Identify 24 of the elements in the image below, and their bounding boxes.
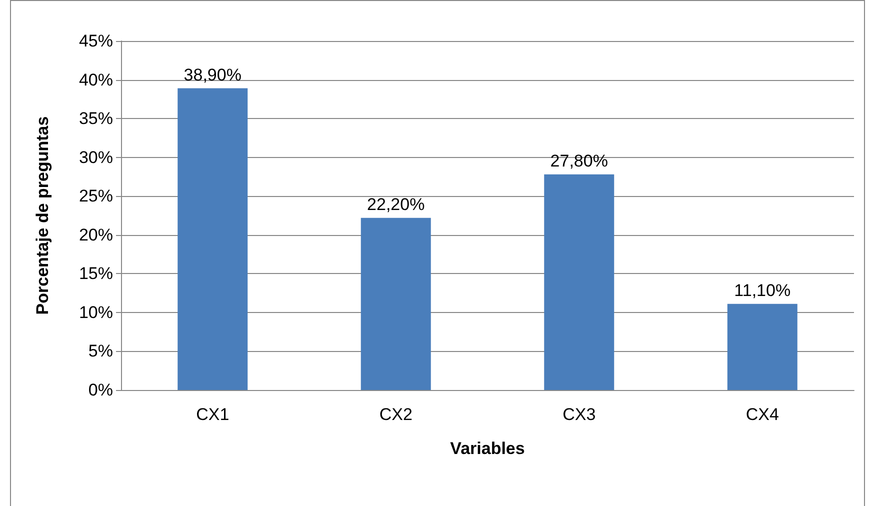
y-tick-label: 5% xyxy=(88,342,113,361)
x-tick-label: CX3 xyxy=(562,405,596,424)
y-tick-label: 45% xyxy=(78,32,113,50)
y-tick-label: 20% xyxy=(78,225,113,244)
y-tick-label: 30% xyxy=(78,148,113,167)
data-label: 22,20% xyxy=(367,194,425,214)
x-tick-label: CX4 xyxy=(746,405,779,424)
x-axis-title: Variables xyxy=(450,439,525,458)
x-tick-label: CX1 xyxy=(196,405,230,424)
bar xyxy=(727,304,798,390)
y-tick-label: 0% xyxy=(88,380,113,400)
y-axis-title: Porcentaje de preguntas xyxy=(33,116,52,315)
bar xyxy=(178,88,248,390)
y-tick-label: 10% xyxy=(78,302,113,322)
bar xyxy=(360,218,431,390)
y-tick-label: 40% xyxy=(78,70,113,90)
data-label: 11,10% xyxy=(734,280,791,300)
x-tick-label: CX2 xyxy=(379,405,412,424)
bar xyxy=(544,174,614,390)
data-label: 27,80% xyxy=(550,151,608,170)
y-tick-label: 15% xyxy=(78,264,113,284)
data-label: 38,90% xyxy=(184,65,242,84)
y-tick-label: 25% xyxy=(78,186,113,206)
y-tick-label: 35% xyxy=(78,109,113,128)
